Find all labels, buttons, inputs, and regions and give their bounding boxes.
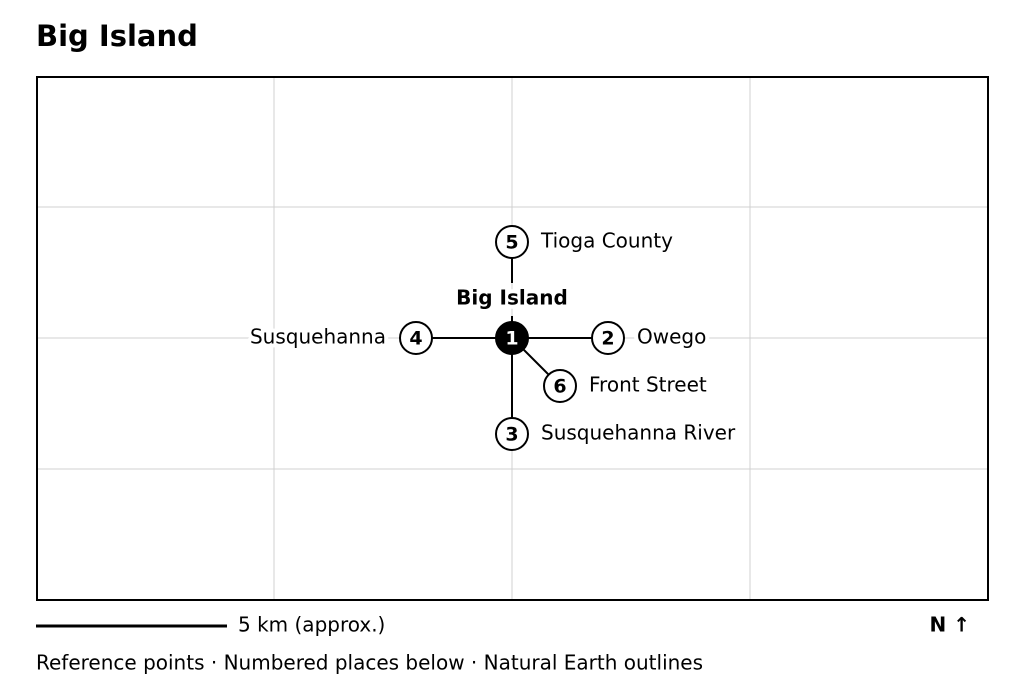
node-number: 3 — [505, 424, 518, 446]
node-label: Susquehanna River — [541, 421, 736, 445]
node-label: Big Island — [456, 286, 568, 310]
map-frame — [36, 76, 989, 601]
place-node: 1 Big Island — [452, 282, 572, 355]
node-number: 6 — [553, 376, 566, 398]
place-node: 4 Susquehanna — [246, 321, 433, 355]
node-marker — [543, 369, 577, 403]
title: Big Island — [36, 19, 198, 53]
north-arrow: N ↑ — [930, 613, 970, 637]
place-node: 2 Owego — [591, 321, 710, 355]
place-node: 5 Tioga County — [495, 225, 677, 259]
place-node: 6 Front Street — [543, 369, 711, 403]
node-number: 2 — [601, 328, 614, 350]
node-number: 4 — [409, 328, 422, 350]
footer: Reference points · Numbered places below… — [36, 651, 703, 675]
node-number: 1 — [505, 328, 518, 350]
node-marker — [495, 321, 529, 355]
node-marker — [591, 321, 625, 355]
node-label: Tioga County — [540, 229, 673, 253]
node-marker — [399, 321, 433, 355]
node-marker — [495, 417, 529, 451]
scale-label: 5 km (approx.) — [238, 613, 385, 637]
place-node: 3 Susquehanna River — [495, 417, 740, 451]
node-label: Owego — [637, 325, 706, 349]
nodes: 1 Big Island 2 Owego 3 Susquehanna River 4 Susq… — [246, 225, 740, 451]
node-marker — [495, 225, 529, 259]
node-label: Susquehanna — [250, 325, 386, 349]
node-number: 5 — [505, 232, 518, 254]
node-label: Front Street — [589, 373, 707, 397]
